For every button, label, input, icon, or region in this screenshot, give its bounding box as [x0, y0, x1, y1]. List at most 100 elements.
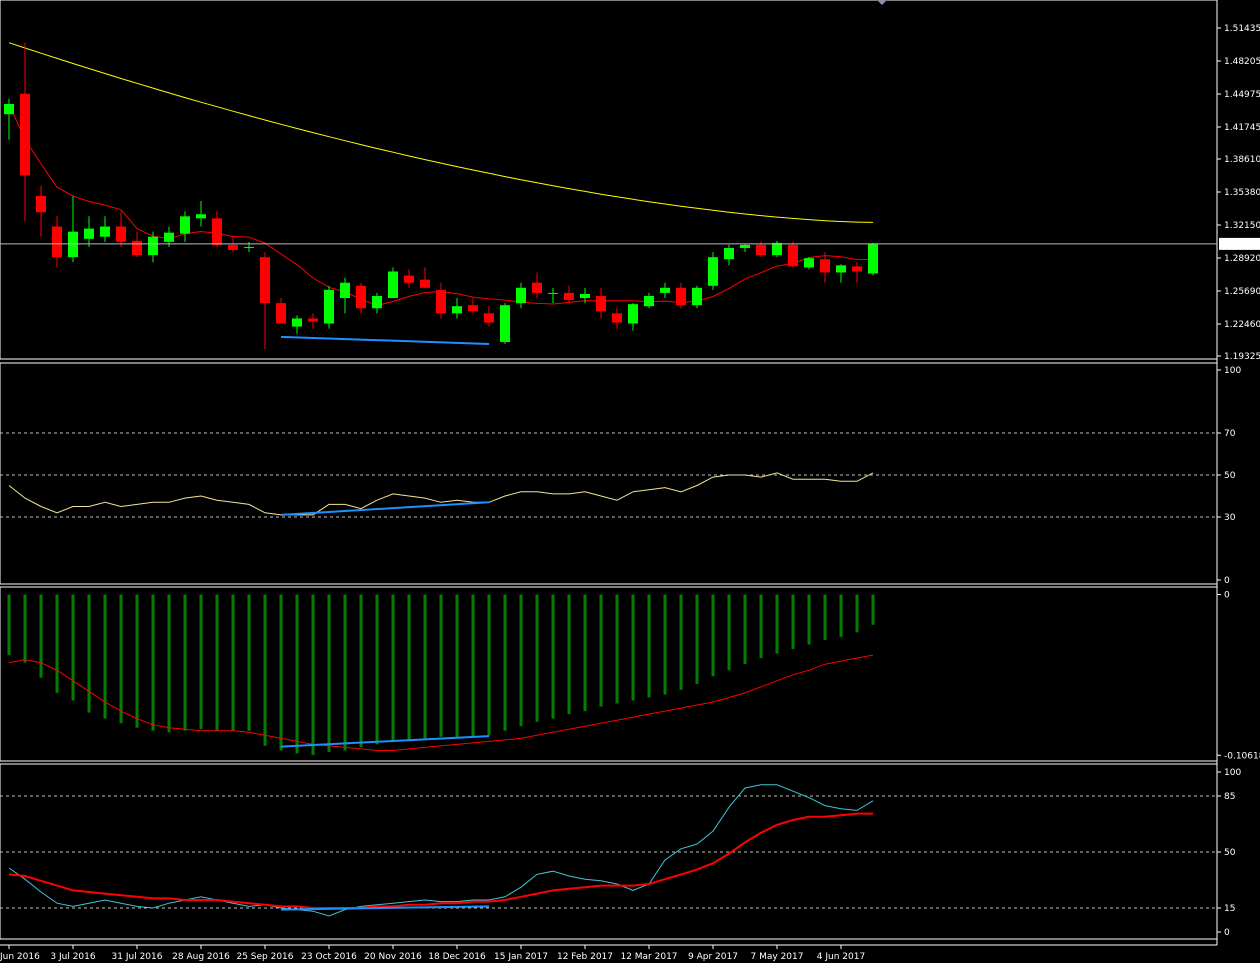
candle-body	[724, 247, 734, 260]
candle-body	[4, 103, 14, 115]
stoch-divergence-line	[280, 905, 490, 911]
price-tick-label: 1.51435	[1224, 24, 1260, 34]
axis-labels: 1.51435 1.48205 1.44975 1.41745 1.38610 1.353…	[1217, 24, 1260, 938]
time-tick-label: 7 May 2017	[751, 952, 804, 962]
candle-body	[276, 303, 286, 324]
candle-body	[772, 242, 782, 256]
candle-body	[868, 243, 878, 274]
macd-divergence-line	[280, 735, 490, 748]
price-tick-label: 1.41745	[1224, 123, 1260, 133]
candle-body	[308, 318, 318, 322]
current-price-label: 1.30265	[1222, 240, 1259, 250]
time-tick-label: 25 Sep 2016	[236, 952, 293, 962]
candle-body	[452, 306, 462, 314]
candle-body	[660, 287, 670, 293]
candle-body	[340, 282, 350, 299]
macd-tick-label: 0	[1224, 591, 1230, 601]
stoch-d-line	[8, 812, 873, 909]
candle-body	[388, 271, 398, 299]
candle-body	[788, 244, 798, 267]
price-tick-label: 1.44975	[1224, 90, 1260, 100]
candle-body	[260, 257, 270, 304]
candle-body	[116, 226, 126, 242]
candle-body	[20, 93, 30, 176]
candle-body	[324, 289, 334, 324]
time-tick-label: 9 Apr 2017	[688, 952, 738, 962]
time-tick-label: 18 Dec 2016	[428, 952, 486, 962]
candle-body	[740, 244, 750, 248]
candle-body	[852, 266, 862, 272]
rsi-line	[8, 472, 874, 516]
stoch-tick-label: 100	[1224, 768, 1241, 778]
candle-body	[372, 295, 382, 309]
candle-body	[820, 259, 830, 273]
stochastic-pane	[8, 784, 874, 917]
time-tick-label: 3 Jul 2016	[50, 952, 95, 962]
price-tick-label: 1.38610	[1224, 155, 1260, 165]
price-tick-label: 1.22460	[1224, 320, 1260, 330]
price-tick-label: 1.28920	[1224, 254, 1260, 264]
candle-body	[100, 226, 110, 237]
candle-body	[468, 305, 478, 312]
candle-body	[404, 275, 414, 283]
macd-tick-label: -0.10618	[1224, 751, 1260, 761]
rsi-tick-label: 70	[1224, 429, 1236, 439]
macd-signal-line	[8, 654, 874, 751]
pane-frames	[0, 0, 1218, 946]
candle-body	[612, 313, 622, 323]
time-tick-label: 20 Nov 2016	[364, 952, 422, 962]
time-tick-label: 12 Mar 2017	[620, 952, 677, 962]
time-tick-label: 31 Jul 2016	[112, 952, 163, 962]
candle-body	[148, 236, 158, 256]
candle-body	[180, 216, 190, 234]
scroll-marker-icon[interactable]	[877, 0, 887, 5]
candle-body	[564, 292, 574, 301]
stoch-k-line	[8, 784, 874, 917]
candle-body	[836, 265, 846, 273]
time-axis: Jun 2016 3 Jul 2016 31 Jul 2016 28 Aug 2016…	[0, 945, 865, 962]
candle-body	[580, 293, 590, 299]
rsi-tick-label: 100	[1224, 366, 1241, 376]
candle-body	[164, 232, 174, 242]
rsi-tick-label: 0	[1224, 576, 1230, 586]
candle-body	[692, 287, 702, 306]
candle-body	[548, 292, 558, 294]
candle-body	[52, 226, 62, 258]
time-tick-label: 4 Jun 2017	[817, 952, 865, 962]
candle-body	[804, 258, 814, 268]
candle-body	[212, 218, 222, 245]
candle-body	[516, 287, 526, 304]
price-tick-label: 1.48205	[1224, 57, 1260, 67]
candle-body	[420, 279, 430, 288]
stoch-tick-label: 85	[1224, 792, 1235, 802]
candle-body	[532, 282, 542, 293]
candle-body	[596, 295, 606, 312]
time-tick-label: 23 Oct 2016	[301, 952, 357, 962]
time-tick-label: Jun 2016	[0, 952, 40, 962]
macd-pane	[7, 594, 875, 755]
rsi-pane	[8, 472, 874, 516]
candle-body	[356, 285, 366, 309]
rsi-tick-label: 50	[1224, 471, 1236, 481]
candle-body	[644, 295, 654, 307]
candle-body	[244, 246, 254, 248]
candle-body	[84, 228, 94, 239]
candle-body	[132, 240, 142, 256]
price-tick-label: 1.32150	[1224, 221, 1260, 231]
candle-body	[436, 289, 446, 314]
price-tick-label: 1.25690	[1224, 287, 1260, 297]
candle-body	[708, 257, 718, 286]
candle-body	[68, 231, 78, 258]
stoch-tick-label: 15	[1224, 904, 1235, 914]
ma-slow-line	[8, 42, 874, 223]
stoch-tick-label: 0	[1224, 928, 1230, 938]
candle-body	[628, 304, 638, 324]
price-tick-label: 1.35380	[1224, 188, 1260, 198]
time-tick-label: 12 Feb 2017	[557, 952, 613, 962]
candle-body	[196, 214, 206, 219]
current-price-box	[1219, 237, 1260, 250]
candle-body	[36, 195, 46, 213]
rsi-divergence-line	[280, 501, 490, 516]
